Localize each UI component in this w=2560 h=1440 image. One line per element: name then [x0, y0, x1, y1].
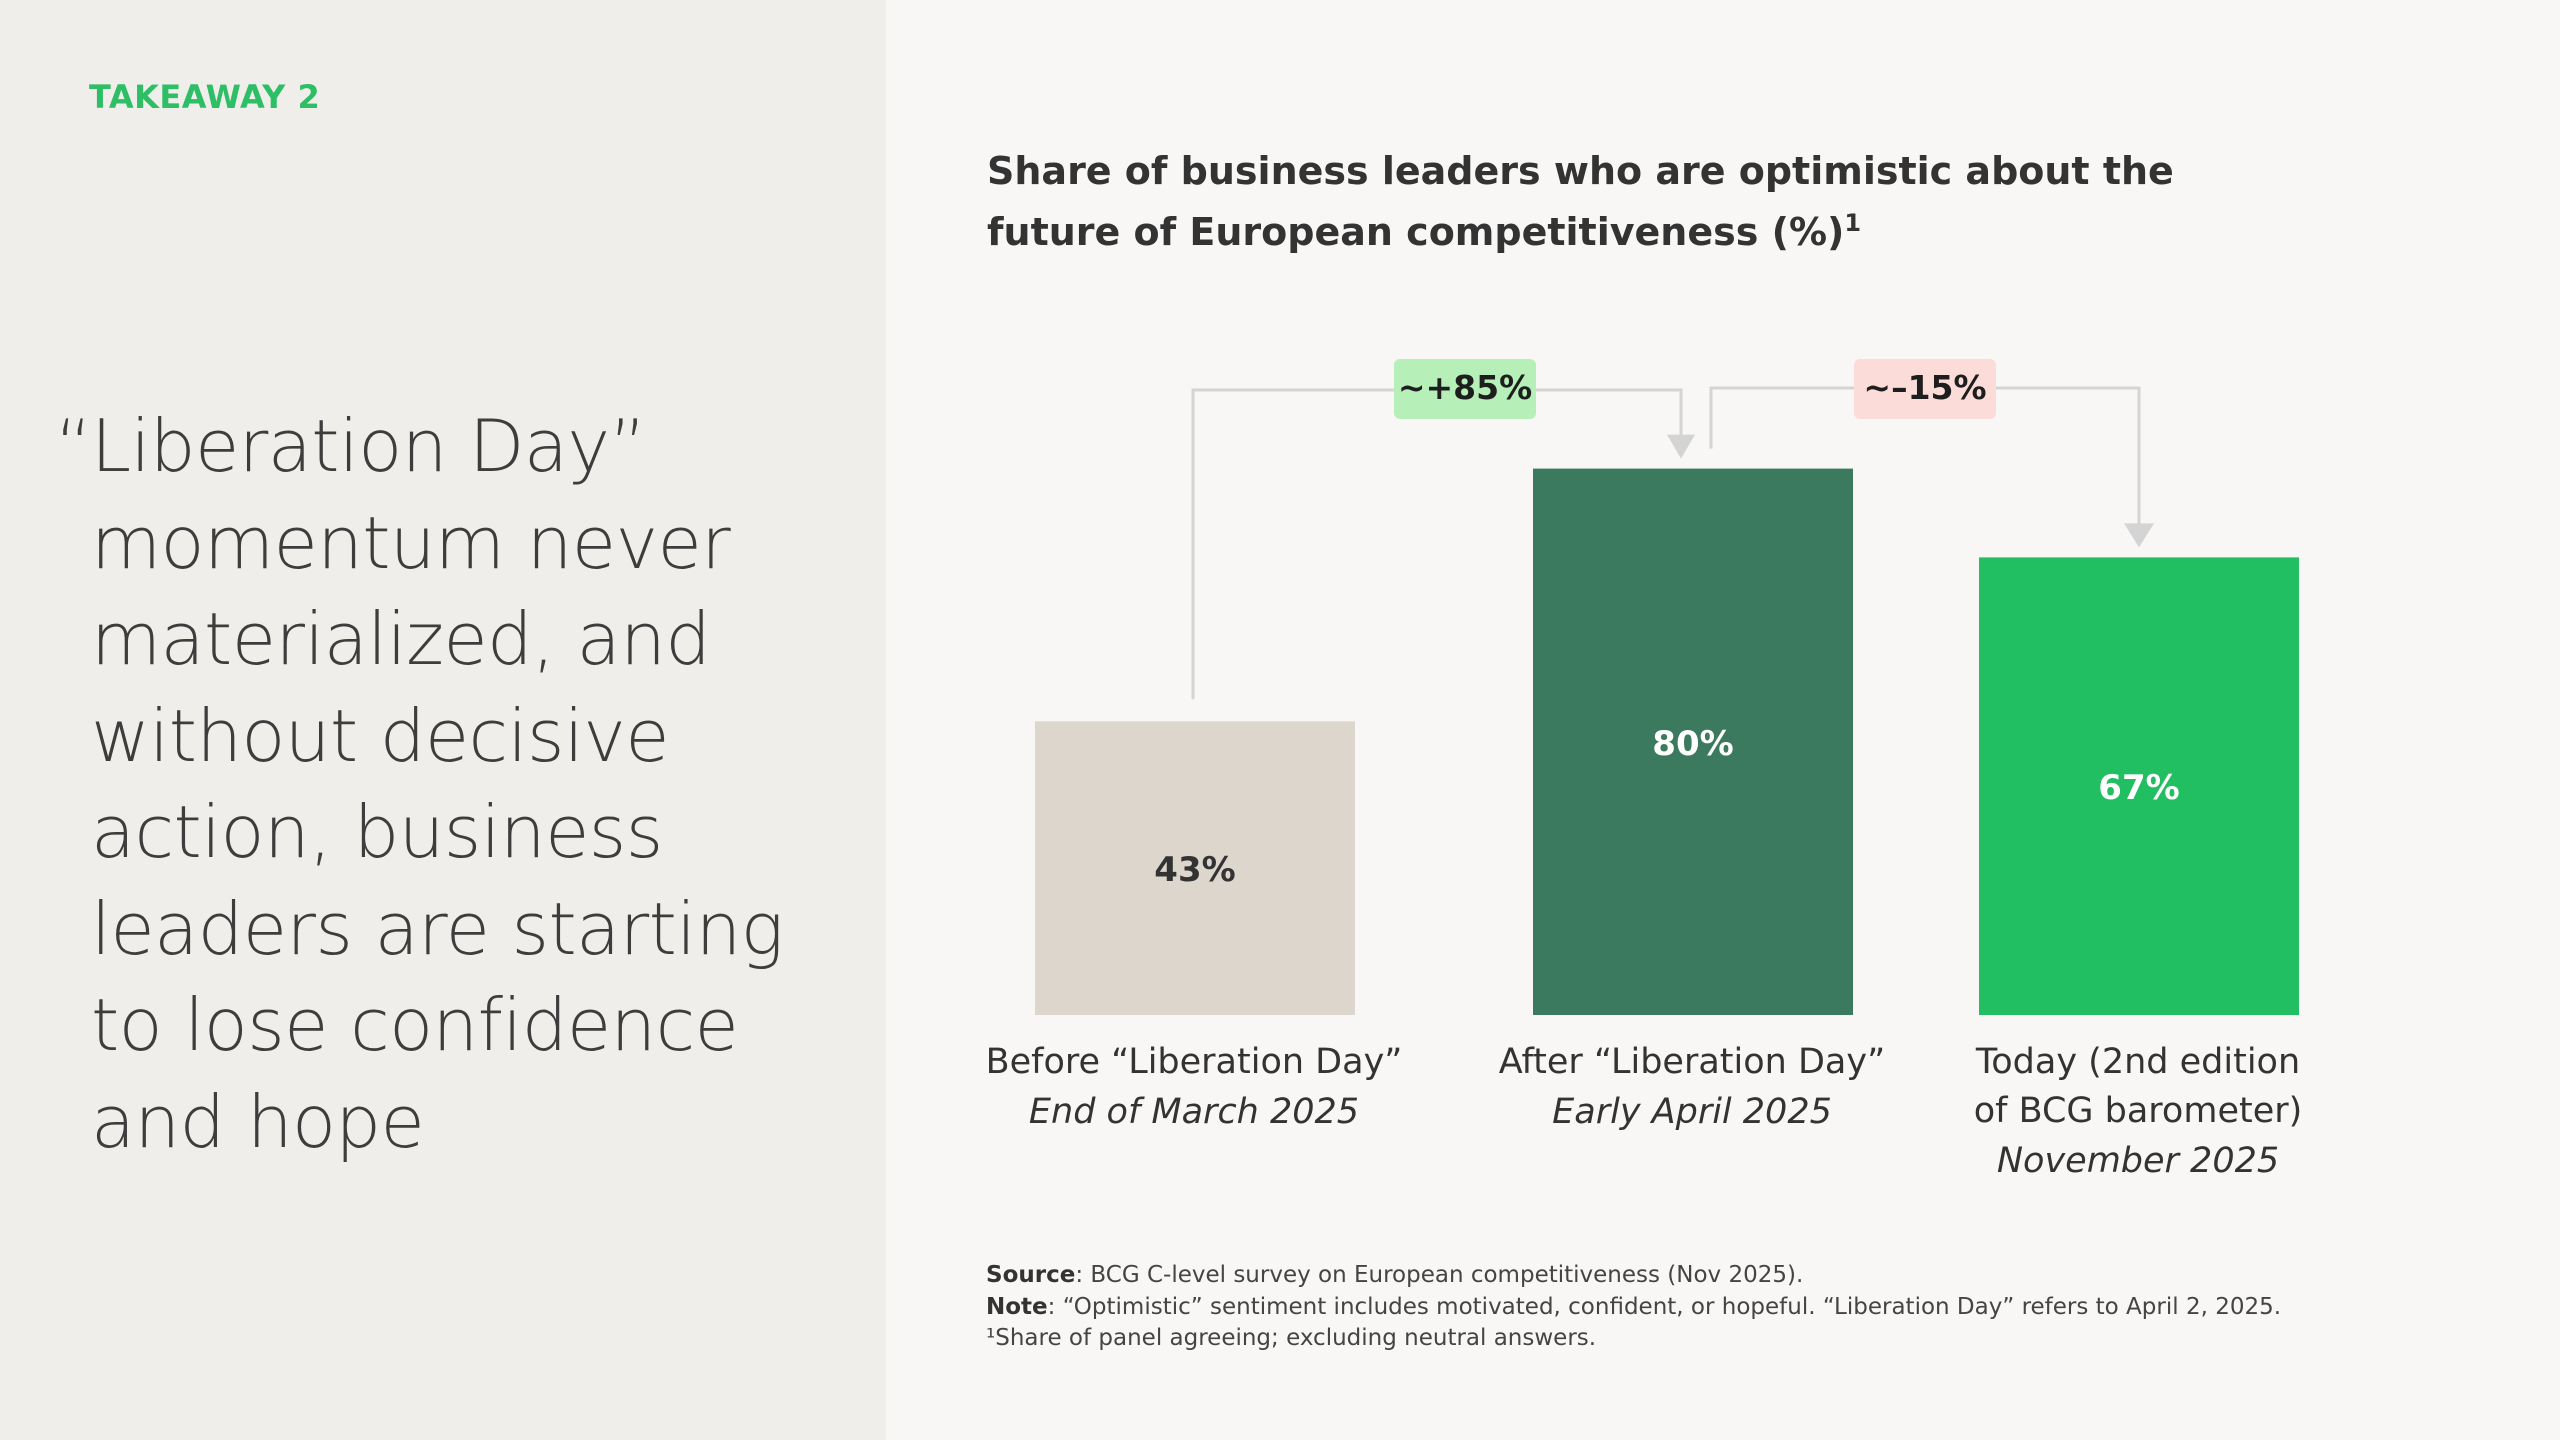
arrow-head: [1667, 434, 1695, 459]
category-name: After “Liberation Day”: [1498, 1042, 1886, 1082]
change-badge-label: ~–15%: [1863, 368, 1986, 407]
change-badge: [1394, 359, 1536, 419]
change-badge-label: ~+85%: [1398, 368, 1532, 407]
bar-value-label: 80%: [1652, 724, 1733, 764]
source-label: Source: [986, 1262, 1076, 1288]
left-panel: TAKEAWAY 2 “Liberation Day” momentum nev…: [0, 0, 886, 1440]
quote-line: leaders are starting: [91, 886, 784, 971]
arrow-head: [2124, 523, 2154, 548]
bar-3: [1979, 557, 2299, 1015]
chart-title-footnote-marker: 1: [1844, 209, 1862, 237]
category-name: Before “Liberation Day”: [985, 1042, 1403, 1082]
quote-line: action, business: [91, 790, 663, 874]
footnotes: Source: BCG C-level survey on European c…: [986, 1260, 2486, 1355]
footnote-1: ¹Share of panel agreeing; excluding neut…: [986, 1323, 2486, 1355]
source-note: Source: BCG C-level survey on European c…: [986, 1260, 2486, 1292]
chart-title-line: future of European competitiveness (%): [987, 210, 1845, 254]
footnote-text: Share of panel agreeing; excluding neutr…: [995, 1325, 1597, 1351]
pull-quote: “Liberation Day” momentum never material…: [55, 398, 791, 1170]
category-date: November 2025: [1996, 1141, 2280, 1181]
bar-value-label: 43%: [1154, 850, 1235, 890]
quote-line: Liberation Day”: [91, 404, 647, 488]
category-label-today: Today (2nd edition of BCG barometer) Nov…: [1878, 1038, 2398, 1186]
note-note: Note: “Optimistic” sentiment includes mo…: [986, 1292, 2486, 1324]
quote-line: to lose confidence: [91, 983, 739, 1067]
takeaway-label: TAKEAWAY 2: [89, 78, 321, 116]
footnote-marker: ¹: [986, 1325, 996, 1351]
bar-value-label: 67%: [2098, 768, 2179, 808]
category-label-after: After “Liberation Day” Early April 2025: [1432, 1038, 1952, 1137]
category-date: Early April 2025: [1552, 1092, 1832, 1132]
chart-title-line: Share of business leaders who are optimi…: [987, 149, 2174, 193]
category-name: of BCG barometer): [1973, 1091, 2303, 1131]
quote-line: without decisive: [91, 693, 670, 778]
open-quote-mark: “: [55, 404, 92, 488]
category-label-before: Before “Liberation Day” End of March 202…: [934, 1038, 1454, 1137]
category-name: Today (2nd edition: [1975, 1042, 2301, 1082]
quote-line: and hope: [91, 1079, 425, 1164]
note-text: : “Optimistic” sentiment includes motiva…: [1047, 1293, 2282, 1320]
note-label: Note: [986, 1293, 1048, 1320]
bar-1: [1035, 721, 1355, 1015]
category-date: End of March 2025: [1028, 1092, 1360, 1132]
bar-2: [1533, 468, 1853, 1016]
quote-line: materialized, and: [91, 597, 711, 681]
quote-line: momentum never: [91, 500, 731, 585]
change-badge: [1854, 359, 1996, 419]
source-text: : BCG C-level survey on European competi…: [1075, 1262, 1804, 1288]
chart-title: Share of business leaders who are optimi…: [987, 145, 2187, 258]
